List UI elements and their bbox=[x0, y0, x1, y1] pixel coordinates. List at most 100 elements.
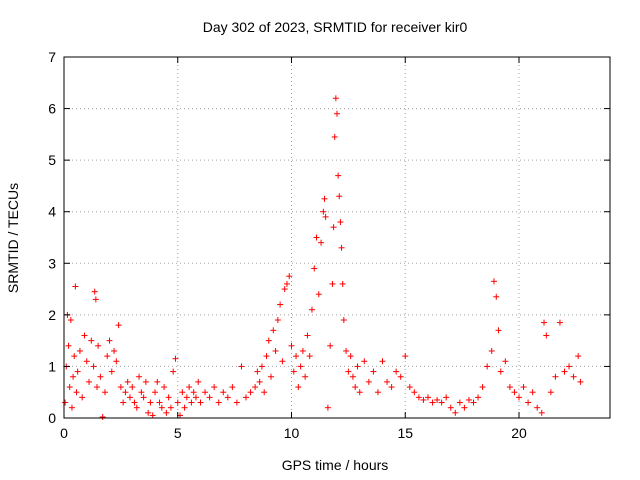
data-point bbox=[158, 404, 165, 411]
data-point bbox=[502, 358, 509, 365]
data-point bbox=[68, 404, 75, 411]
data-point bbox=[297, 363, 304, 370]
data-point bbox=[101, 389, 108, 396]
data-points bbox=[62, 95, 584, 420]
y-tick-label: 6 bbox=[48, 101, 56, 117]
data-point bbox=[261, 389, 268, 396]
data-point bbox=[313, 234, 320, 241]
data-point bbox=[402, 353, 409, 360]
data-point bbox=[354, 363, 361, 370]
x-tick-label: 0 bbox=[60, 425, 68, 441]
data-point bbox=[140, 394, 147, 401]
data-point bbox=[256, 378, 263, 385]
data-point bbox=[247, 389, 254, 396]
data-point bbox=[506, 384, 513, 391]
data-point bbox=[547, 389, 554, 396]
y-tick-label: 3 bbox=[48, 255, 56, 271]
y-tick-label: 2 bbox=[48, 307, 56, 323]
data-point bbox=[337, 219, 344, 226]
data-point bbox=[238, 363, 245, 370]
data-point bbox=[475, 394, 482, 401]
data-point bbox=[324, 404, 331, 411]
data-point bbox=[338, 244, 345, 251]
data-point bbox=[336, 193, 343, 200]
data-point bbox=[93, 384, 100, 391]
data-point bbox=[286, 273, 293, 280]
data-point bbox=[290, 368, 297, 375]
data-point bbox=[288, 342, 295, 349]
data-point bbox=[133, 404, 140, 411]
data-point bbox=[79, 394, 86, 401]
data-point bbox=[525, 399, 532, 406]
data-point bbox=[556, 319, 563, 326]
data-point bbox=[70, 373, 77, 380]
data-point bbox=[343, 347, 350, 354]
data-point bbox=[91, 288, 98, 295]
data-point bbox=[465, 396, 472, 403]
data-point bbox=[575, 353, 582, 360]
data-point bbox=[339, 280, 346, 287]
data-point bbox=[124, 378, 131, 385]
data-point bbox=[220, 389, 227, 396]
data-point bbox=[329, 280, 336, 287]
data-point bbox=[330, 224, 337, 231]
data-point bbox=[108, 368, 115, 375]
data-point bbox=[374, 389, 381, 396]
data-point bbox=[195, 378, 202, 385]
data-point bbox=[131, 399, 138, 406]
data-point bbox=[274, 317, 281, 324]
data-point bbox=[145, 409, 152, 416]
data-point bbox=[347, 353, 354, 360]
data-point bbox=[66, 384, 73, 391]
data-point bbox=[299, 347, 306, 354]
data-point bbox=[156, 399, 163, 406]
data-point bbox=[229, 384, 236, 391]
data-point bbox=[152, 389, 158, 396]
x-tick-label: 20 bbox=[511, 425, 527, 441]
data-point bbox=[74, 368, 81, 375]
data-point bbox=[488, 347, 495, 354]
data-point bbox=[254, 368, 261, 375]
data-point bbox=[186, 384, 193, 391]
x-tick-label: 5 bbox=[174, 425, 182, 441]
data-point bbox=[279, 358, 286, 365]
data-point bbox=[268, 373, 275, 380]
data-point bbox=[83, 358, 90, 365]
data-point bbox=[136, 373, 143, 380]
data-point bbox=[470, 399, 477, 406]
data-point bbox=[181, 404, 188, 411]
data-point bbox=[167, 404, 174, 411]
data-point bbox=[265, 337, 272, 344]
data-point bbox=[490, 278, 497, 285]
data-point bbox=[320, 208, 327, 215]
y-tick-label: 5 bbox=[48, 152, 56, 168]
data-point bbox=[99, 413, 106, 420]
data-point bbox=[447, 404, 454, 411]
data-point bbox=[62, 399, 69, 406]
data-point bbox=[243, 394, 249, 401]
x-tick-label: 15 bbox=[397, 425, 413, 441]
data-point bbox=[115, 322, 122, 329]
data-point bbox=[147, 399, 154, 406]
data-point bbox=[174, 399, 181, 406]
data-point bbox=[349, 373, 356, 380]
data-point bbox=[104, 353, 111, 360]
data-point bbox=[541, 319, 548, 326]
x-axis-label: GPS time / hours bbox=[282, 457, 389, 473]
data-point bbox=[352, 384, 359, 391]
data-point bbox=[456, 399, 463, 406]
data-point bbox=[106, 337, 113, 344]
data-point bbox=[117, 384, 124, 391]
data-point bbox=[543, 332, 550, 339]
data-point bbox=[332, 95, 339, 102]
data-point bbox=[397, 373, 404, 380]
data-point bbox=[388, 384, 395, 391]
data-point bbox=[552, 373, 559, 380]
data-point bbox=[272, 347, 279, 354]
x-tick-label: 10 bbox=[284, 425, 300, 441]
data-point bbox=[67, 317, 74, 324]
chart-title: Day 302 of 2023, SRMTID for receiver kir… bbox=[203, 19, 468, 35]
data-point bbox=[406, 384, 413, 391]
data-point bbox=[306, 353, 313, 360]
